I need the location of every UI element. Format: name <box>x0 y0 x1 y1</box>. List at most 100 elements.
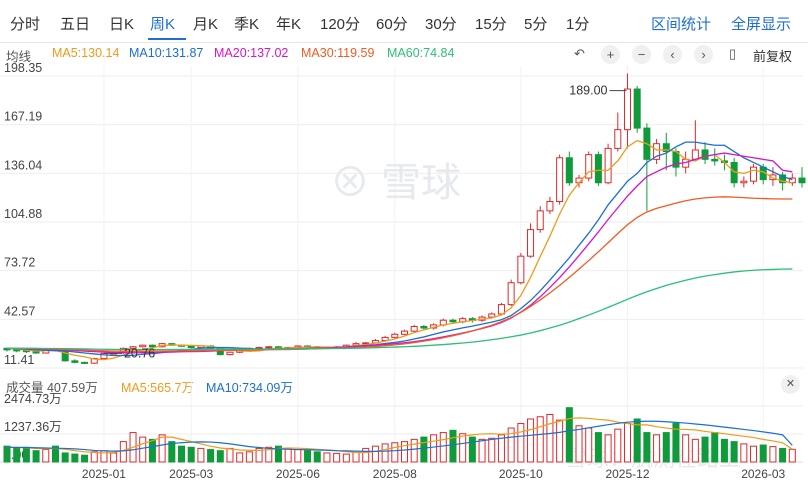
volume-bar <box>643 432 651 463</box>
tab-6[interactable]: 年K <box>276 16 302 33</box>
adjust-dropdown[interactable]: 前复权 <box>753 49 793 64</box>
volume-bar <box>362 447 370 463</box>
volume-bar <box>507 427 515 463</box>
x-tick-label: 2025-03 <box>169 467 213 481</box>
tab-12[interactable]: 1分 <box>566 16 590 33</box>
tab-11[interactable]: 5分 <box>524 16 548 33</box>
volume-bar <box>720 438 728 463</box>
candle-body <box>565 157 573 184</box>
volume-bar <box>653 434 661 463</box>
tab-8[interactable]: 60分 <box>376 16 408 33</box>
volume-bar <box>90 451 98 463</box>
candle-body <box>633 88 641 129</box>
candle-body <box>129 346 137 349</box>
volume-bar <box>614 428 622 463</box>
volume-bar <box>139 436 147 463</box>
volume-bar <box>769 446 777 463</box>
candle-body <box>71 360 79 363</box>
zoom-out-icon[interactable]: − <box>632 45 651 64</box>
tab-9[interactable]: 30分 <box>425 16 457 33</box>
candle-body <box>711 158 719 162</box>
volume-bar <box>740 443 748 463</box>
volume-bar <box>497 434 505 463</box>
candle-body <box>13 349 21 352</box>
tab-5[interactable]: 季K <box>234 16 260 33</box>
candle-body <box>701 149 709 160</box>
candle-body <box>420 325 428 329</box>
close-volume-icon[interactable]: ✕ <box>781 375 800 394</box>
volume-bar <box>236 452 244 463</box>
volume-bar <box>478 438 486 463</box>
watermark: ⊗ 雪球 <box>330 161 461 205</box>
x-tick-label: 2025-06 <box>276 467 320 481</box>
candle-body <box>187 345 195 349</box>
candle-body <box>769 174 777 181</box>
volume-bar <box>517 423 525 463</box>
volume-bar <box>779 447 787 463</box>
zoom-in-icon[interactable]: + <box>601 45 620 64</box>
x-tick-label: 2025-12 <box>605 467 649 481</box>
candle-body <box>81 361 89 364</box>
y-tick-label: 198.35 <box>4 61 42 75</box>
volume-bar <box>556 419 564 463</box>
volume-bar <box>323 452 331 463</box>
y-tick-label: 73.72 <box>4 256 35 270</box>
volume-bar <box>32 450 40 463</box>
volume-bar <box>488 437 496 463</box>
volume-bar <box>148 438 156 463</box>
volume-bar <box>342 453 350 463</box>
volume-bar <box>158 434 166 463</box>
candle-body <box>497 304 505 315</box>
volume-bar <box>110 452 118 463</box>
tab-10[interactable]: 15分 <box>475 16 507 33</box>
ma-line-ma60 <box>7 268 793 351</box>
scroll-left-icon[interactable]: ‹ <box>663 45 682 64</box>
tab-2[interactable]: 日K <box>109 16 135 33</box>
volume-bar <box>420 436 428 463</box>
x-tick-label: 2025-08 <box>373 467 417 481</box>
candle-style-icon[interactable]: ▯ <box>729 46 737 61</box>
undo-icon[interactable]: ↶ <box>574 46 585 61</box>
volume-ma10-legend: MA10:734.09万 <box>206 381 293 395</box>
volume-bar <box>333 452 341 463</box>
candle-body <box>362 342 370 345</box>
x-tick-label: 2025-01 <box>82 467 126 481</box>
x-tick-label: 2025-10 <box>499 467 543 481</box>
volume-bar <box>42 449 50 463</box>
candle-body <box>488 313 496 318</box>
volume-bar <box>255 447 263 463</box>
volume-bar <box>265 446 273 463</box>
interval-stats-button[interactable]: 区间统计 <box>651 16 712 33</box>
volume-bar <box>565 407 573 463</box>
tab-0[interactable]: 分时 <box>10 16 41 33</box>
tab-4[interactable]: 月K <box>193 16 219 33</box>
volume-bar <box>381 443 389 463</box>
ma10-legend: MA10:131.87 <box>129 46 204 60</box>
volume-bar <box>439 432 447 463</box>
candle-body <box>148 344 156 348</box>
tab-3[interactable]: 周K <box>150 16 176 33</box>
volume-bar <box>304 450 312 463</box>
ma-line-ma20 <box>6 152 793 354</box>
y-tick-label: 11.41 <box>4 353 34 367</box>
volume-ma10-line <box>6 420 793 452</box>
fullscreen-button[interactable]: 全屏显示 <box>731 16 792 33</box>
candle-body <box>400 330 409 335</box>
tab-7[interactable]: 120分 <box>320 16 361 33</box>
candle-body <box>517 255 525 284</box>
volume-bar <box>400 441 409 463</box>
volume-bar <box>119 441 127 463</box>
tab-1[interactable]: 五日 <box>60 16 91 33</box>
candle-body <box>32 350 40 354</box>
scroll-right-icon[interactable]: › <box>694 45 713 64</box>
candle-body <box>779 174 787 184</box>
candle-body <box>653 143 661 160</box>
volume-bar <box>3 445 11 463</box>
volume-bar <box>594 432 602 463</box>
ma5-legend: MA5:130.14 <box>52 46 120 60</box>
volume-bar <box>730 441 738 463</box>
volume-bar <box>71 453 79 463</box>
volume-bar <box>168 441 176 463</box>
volume-bar <box>536 416 544 463</box>
